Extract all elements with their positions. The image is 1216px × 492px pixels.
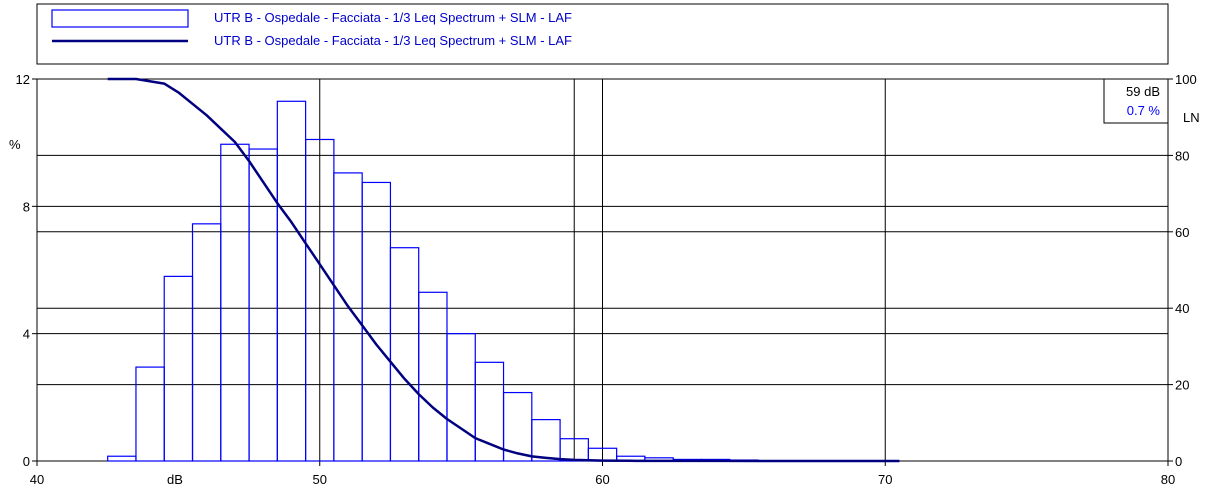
y2-tick-label: 20 bbox=[1175, 378, 1189, 393]
y2-tick-label: 0 bbox=[1175, 454, 1182, 469]
legend: UTR B - Ospedale - Facciata - 1/3 Leq Sp… bbox=[36, 3, 1169, 65]
y2-tick-label: 100 bbox=[1175, 72, 1197, 87]
grid bbox=[37, 79, 1168, 461]
x-tick-label: 70 bbox=[878, 472, 892, 487]
x-tick-label: 50 bbox=[313, 472, 327, 487]
y-tick-label: 0 bbox=[23, 454, 30, 469]
cursor-db-value: 59 dB bbox=[1126, 84, 1160, 99]
ln-curve bbox=[107, 77, 900, 463]
y-tick-label: 8 bbox=[23, 199, 30, 214]
x-tick-label: 80 bbox=[1161, 472, 1175, 487]
legend-frame bbox=[36, 3, 1169, 65]
legend-label-curve: UTR B - Ospedale - Facciata - 1/3 Leq Sp… bbox=[214, 33, 572, 48]
x-tick-label: 40 bbox=[30, 472, 44, 487]
y2-tick-label: 80 bbox=[1175, 148, 1189, 163]
y2-tick-label: 40 bbox=[1175, 301, 1189, 316]
cursor-pct-value: 0.7 % bbox=[1127, 103, 1161, 118]
y2-axis-label: LN bbox=[1183, 110, 1200, 125]
x-axis-label: dB bbox=[167, 472, 183, 487]
cursor-readout-frame bbox=[1103, 78, 1169, 124]
y-tick-label: 4 bbox=[23, 327, 30, 342]
x-tick-label: 60 bbox=[595, 472, 609, 487]
y-axis-label: % bbox=[9, 137, 21, 152]
cursor-readout: 59 dB 0.7 % bbox=[1103, 78, 1169, 124]
y2-tick-label: 60 bbox=[1175, 225, 1189, 240]
legend-label-bars: UTR B - Ospedale - Facciata - 1/3 Leq Sp… bbox=[214, 10, 572, 25]
legend-bar-swatch bbox=[51, 9, 189, 28]
y-tick-label: 12 bbox=[16, 72, 30, 87]
